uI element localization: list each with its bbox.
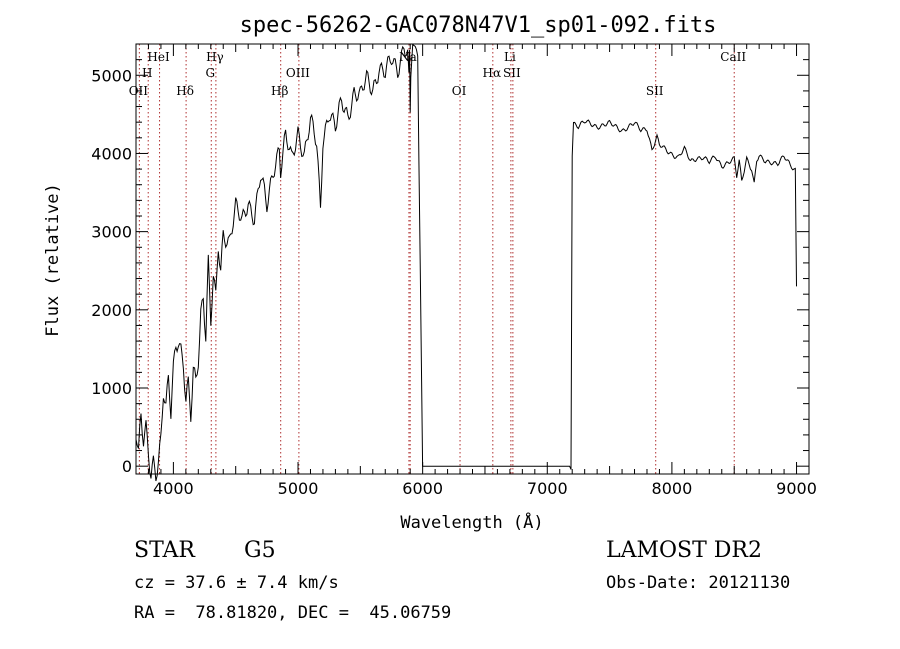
x-axis-label: Wavelength (Å) <box>400 511 543 533</box>
x-tick-label: 5000 <box>278 479 319 498</box>
spectral-line-label: Hα <box>483 66 502 80</box>
object-class: STAR <box>134 538 195 563</box>
spectral-line-label: Hδ <box>176 84 194 98</box>
spectrum-series-line <box>135 43 797 482</box>
plot-area: OIIHHeIHδGHγHβOIIINaOIHαLiSIISIICaII4000… <box>91 43 817 498</box>
spectral-line-label: HeI <box>147 50 170 64</box>
y-tick-label: 1000 <box>91 379 132 398</box>
spectral-line-label: Hβ <box>271 84 288 98</box>
spectral-line-label: OIII <box>286 66 310 80</box>
y-tick-label: 3000 <box>91 223 132 242</box>
spectral-line-label: Li <box>504 50 516 64</box>
obs-date: Obs-Date: 20121130 <box>606 573 791 593</box>
y-axis-label: Flux (relative) <box>43 183 63 337</box>
chart-title: spec-56262-GAC078N47V1_sp01-092.fits <box>240 13 717 38</box>
x-tick-label: 4000 <box>153 479 194 498</box>
spectral-line-label: Hγ <box>206 50 224 64</box>
x-tick-label: 8000 <box>652 479 693 498</box>
plot-frame <box>135 43 810 475</box>
x-tick-label: 6000 <box>402 479 443 498</box>
y-tick-label: 2000 <box>91 301 132 320</box>
spectral-line-label: OI <box>452 84 467 98</box>
x-tick-label: 7000 <box>527 479 568 498</box>
spectral-line-label: CaII <box>720 50 746 64</box>
redshift-cz: cz = 37.6 ± 7.4 km/s <box>134 573 339 593</box>
survey-name: LAMOST DR2 <box>606 538 762 563</box>
y-tick-label: 4000 <box>91 144 132 163</box>
ra-dec: RA = 78.81820, DEC = 45.06759 <box>134 603 452 623</box>
y-tick-label: 5000 <box>91 66 132 85</box>
spectral-line-label: SII <box>646 84 664 98</box>
spectral-line-label: SII <box>503 66 521 80</box>
y-tick-label: 0 <box>122 457 132 476</box>
spectral-line-label: G <box>205 66 215 80</box>
x-tick-label: 9000 <box>776 479 817 498</box>
subclass: G5 <box>244 538 276 563</box>
spectral-line-label: H <box>142 66 152 80</box>
